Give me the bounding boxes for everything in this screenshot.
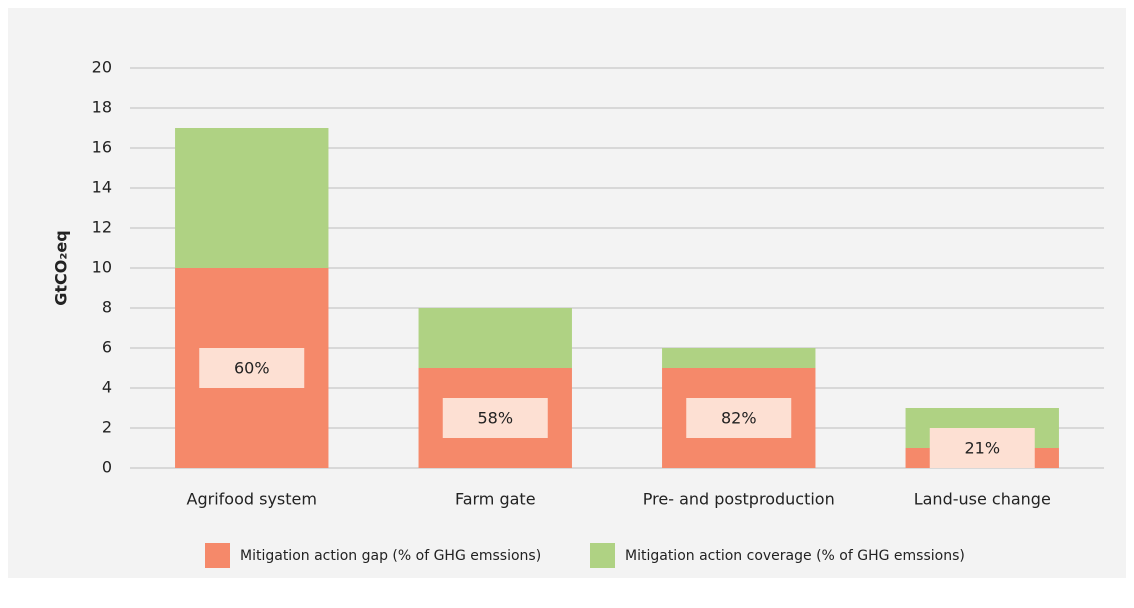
annotation: 82% — [721, 409, 757, 428]
legend-label: Mitigation action gap (% of GHG emssions… — [240, 548, 541, 564]
y-axis-label: GtCO₂eq — [52, 230, 71, 305]
y-tick-label: 8 — [102, 298, 112, 317]
label-box — [199, 348, 305, 388]
y-tick-label: 0 — [102, 458, 112, 477]
bar-segment — [175, 128, 329, 268]
annotation: 21% — [964, 439, 1000, 458]
x-tick-label: Pre- and postproduction — [643, 490, 835, 509]
x-tick-label: Land-use change — [914, 490, 1051, 509]
y-tick-label: 14 — [92, 178, 112, 197]
y-tick-label: 10 — [92, 258, 112, 277]
y-tick-label: 20 — [92, 58, 112, 77]
y-tick-label: 4 — [102, 378, 112, 397]
bar-segment — [662, 348, 816, 368]
x-tick-label: Farm gate — [455, 490, 536, 509]
label-box — [929, 428, 1035, 468]
y-tick-label: 16 — [92, 138, 112, 157]
y-tick-label: 18 — [92, 98, 112, 117]
label-box — [686, 398, 792, 438]
annotation: 58% — [477, 409, 513, 428]
y-tick-label: 12 — [92, 218, 112, 237]
x-tick-label: Agrifood system — [187, 490, 317, 509]
legend-swatch — [205, 543, 230, 568]
y-tick-label: 6 — [102, 338, 112, 357]
legend-swatch — [590, 543, 615, 568]
y-tick-label: 2 — [102, 418, 112, 437]
annotation: 60% — [234, 359, 270, 378]
label-box — [442, 398, 548, 438]
bar-segment — [418, 308, 572, 368]
legend-label: Mitigation action coverage (% of GHG ems… — [625, 548, 965, 564]
